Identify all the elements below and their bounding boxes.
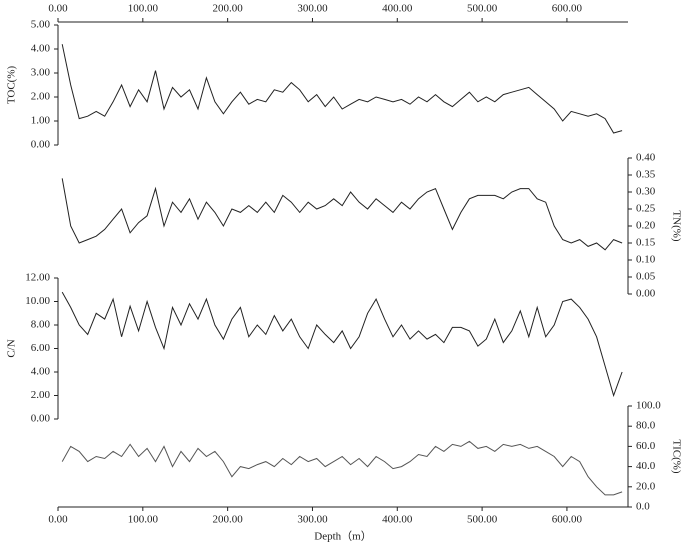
x-tick-label: 0.00 [48, 3, 68, 15]
y-tick-label: 80.0 [636, 420, 656, 432]
y-tick-label: 2.00 [31, 91, 51, 103]
data-line [61, 178, 623, 251]
x-axis-label: Depth（m） [314, 530, 371, 543]
y-tick-label: 0.35 [636, 169, 656, 181]
x-tick-label: 400.00 [382, 514, 413, 526]
y-tick-label: 12.00 [25, 272, 50, 284]
y-tick-label: 0.0 [636, 501, 650, 513]
y-tick-label: 0.20 [636, 220, 656, 232]
y-tick-label: 4.00 [31, 43, 51, 55]
y-axis-label: TN(%) [670, 210, 682, 241]
y-tick-label: 5.00 [31, 19, 51, 31]
y-tick-label: 3.00 [31, 67, 51, 79]
y-tick-label: 40.0 [636, 460, 656, 472]
y-tick-label: 60.0 [636, 440, 656, 452]
y-axis-label: TOC(%) [6, 66, 18, 105]
x-tick-label: 100.00 [128, 3, 159, 15]
y-tick-label: 6.00 [31, 342, 51, 354]
y-tick-label: 0.00 [636, 288, 656, 300]
y-tick-label: 0.15 [636, 237, 656, 249]
y-tick-label: 2.00 [31, 389, 51, 401]
data-line [61, 291, 623, 398]
x-tick-label: 200.00 [213, 3, 244, 15]
y-axis-label: TIC(%) [670, 439, 682, 474]
y-tick-label: 0.00 [31, 413, 51, 425]
data-line [61, 44, 623, 134]
y-tick-label: 0.10 [636, 254, 656, 266]
x-tick-label: 100.00 [128, 514, 159, 526]
y-tick-label: 0.30 [636, 186, 656, 198]
x-tick-label: 600.00 [552, 3, 583, 15]
y-tick-label: 0.25 [636, 203, 656, 215]
y-tick-label: 10.00 [25, 295, 50, 307]
y-tick-label: 0.05 [636, 271, 656, 283]
y-axis-label: C/N [6, 339, 18, 357]
y-tick-label: 0.00 [31, 139, 51, 151]
x-tick-label: 500.00 [467, 514, 498, 526]
y-tick-label: 20.0 [636, 480, 656, 492]
y-tick-label: 100.0 [636, 400, 661, 412]
x-tick-label: 300.00 [297, 3, 328, 15]
x-tick-label: 500.00 [467, 3, 498, 15]
x-tick-label: 0.00 [48, 514, 68, 526]
x-tick-label: 600.00 [552, 514, 583, 526]
x-tick-label: 300.00 [297, 514, 328, 526]
data-line [61, 440, 623, 496]
y-tick-label: 1.00 [31, 115, 51, 127]
y-tick-label: 0.40 [636, 152, 656, 164]
y-tick-label: 4.00 [31, 366, 51, 378]
x-tick-label: 400.00 [382, 3, 413, 15]
y-tick-label: 8.00 [31, 319, 51, 331]
x-tick-label: 200.00 [213, 514, 244, 526]
